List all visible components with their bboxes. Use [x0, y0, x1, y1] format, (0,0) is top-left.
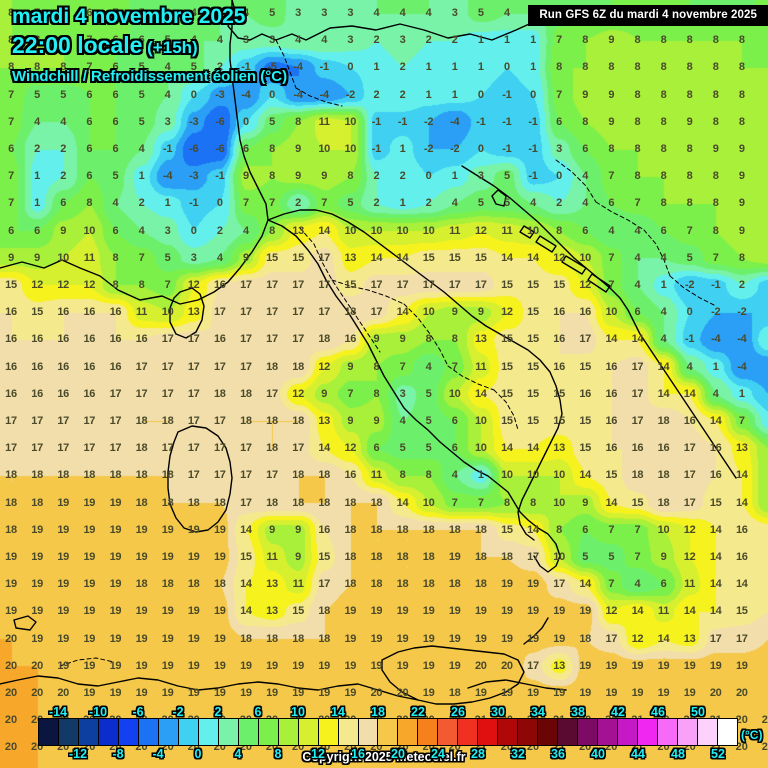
color-swatch — [518, 719, 539, 745]
legend-tick: -4 — [152, 747, 164, 761]
color-swatch — [338, 719, 359, 745]
color-bar[interactable] — [38, 718, 738, 746]
grid-value: 20 — [735, 741, 748, 754]
legend-tick: 10 — [291, 705, 305, 719]
legend-tick: 0 — [194, 747, 202, 761]
color-swatch — [638, 719, 659, 745]
legend-tick: 34 — [531, 705, 545, 719]
color-scale-legend: 2020202020202020202020202020202020202120… — [0, 705, 768, 768]
color-swatch — [39, 719, 59, 745]
color-swatch — [178, 719, 199, 745]
color-swatch — [538, 719, 559, 745]
legend-tick: 20 — [391, 747, 405, 761]
legend-tick: 12 — [311, 747, 325, 761]
legend-tick: -8 — [112, 747, 124, 761]
color-swatch — [198, 719, 219, 745]
color-swatch — [458, 719, 479, 745]
legend-tick: 26 — [451, 705, 465, 719]
model-run-banner: Run GFS 6Z du mardi 4 novembre 2025 — [528, 5, 768, 26]
color-swatch — [598, 719, 619, 745]
color-swatch — [498, 719, 519, 745]
color-swatch — [318, 719, 339, 745]
color-swatch — [58, 719, 79, 745]
color-swatch — [218, 719, 239, 745]
legend-tick: 44 — [631, 747, 645, 761]
color-swatch — [158, 719, 179, 745]
color-swatch — [717, 719, 737, 745]
color-swatch — [258, 719, 279, 745]
legend-tick: 30 — [491, 705, 505, 719]
weather-map[interactable]: 8776756444533344435445567765588876654433… — [0, 0, 768, 706]
legend-tick: 50 — [691, 705, 705, 719]
color-swatch — [238, 719, 259, 745]
legend-tick: 24 — [431, 747, 445, 761]
grid-value: 20 — [4, 714, 18, 727]
legend-tick: 52 — [711, 747, 725, 761]
grid-value: 20 — [761, 741, 768, 754]
legend-tick: 48 — [671, 747, 685, 761]
color-swatch — [98, 719, 119, 745]
legend-tick: -6 — [132, 705, 144, 719]
windchill-raster — [0, 0, 768, 706]
legend-tick: 14 — [331, 705, 345, 719]
legend-tick: 2 — [214, 705, 222, 719]
legend-tick: 36 — [551, 747, 565, 761]
grid-value: 20 — [761, 714, 768, 727]
legend-tick: 6 — [254, 705, 262, 719]
legend-tick: 4 — [234, 747, 242, 761]
grid-value: 20 — [735, 714, 748, 727]
unit-label: (°C) — [741, 728, 763, 742]
legend-tick: -12 — [68, 747, 88, 761]
color-swatch — [438, 719, 459, 745]
legend-tick: 38 — [571, 705, 585, 719]
color-swatch — [358, 719, 379, 745]
color-swatch — [558, 719, 579, 745]
color-swatch — [578, 719, 599, 745]
color-swatch — [298, 719, 319, 745]
color-swatch — [398, 719, 419, 745]
color-swatch — [678, 719, 698, 745]
legend-tick: 42 — [611, 705, 625, 719]
windchill-field — [0, 0, 768, 706]
color-swatch — [378, 719, 399, 745]
grid-value: 20 — [4, 741, 18, 754]
legend-tick: 22 — [411, 705, 425, 719]
legend-tick: 18 — [371, 705, 385, 719]
legend-tick: -2 — [172, 705, 184, 719]
color-swatch — [78, 719, 99, 745]
legend-tick: 16 — [351, 747, 365, 761]
legend-tick: -14 — [48, 705, 68, 719]
color-swatch — [418, 719, 439, 745]
color-swatch — [658, 719, 678, 745]
color-swatch — [478, 719, 499, 745]
color-swatch — [618, 719, 639, 745]
legend-tick: -10 — [88, 705, 108, 719]
color-swatch — [118, 719, 139, 745]
color-swatch — [697, 719, 718, 745]
copyright-label: Copyright 2025 Meteociel.fr — [302, 750, 466, 764]
legend-tick: 28 — [471, 747, 485, 761]
color-swatch — [138, 719, 159, 745]
legend-tick: 32 — [511, 747, 525, 761]
legend-tick: 8 — [274, 747, 282, 761]
legend-tick: 40 — [591, 747, 605, 761]
color-swatch — [278, 719, 299, 745]
legend-tick: 46 — [651, 705, 665, 719]
